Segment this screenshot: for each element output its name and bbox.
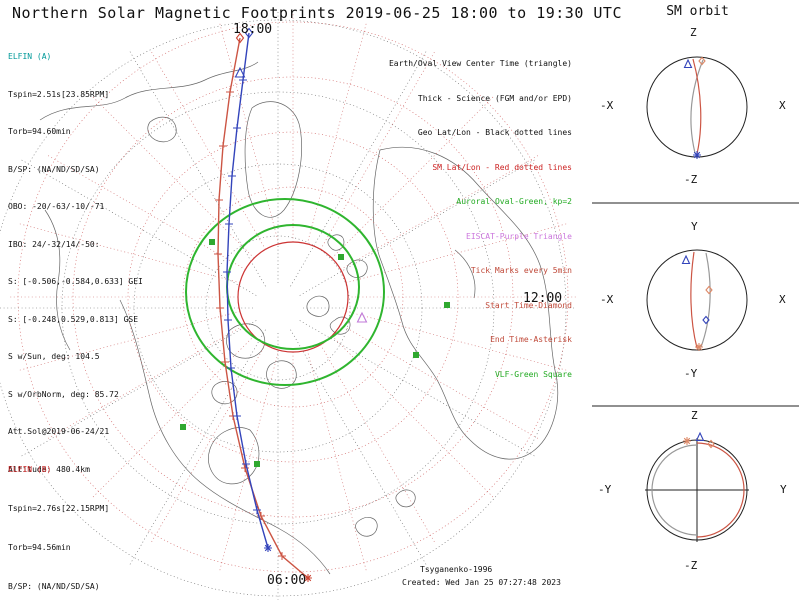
orbit1-asterisk <box>693 151 701 159</box>
elfin-b-start-diamond <box>235 32 245 44</box>
mlt-label-18: 18:00 <box>233 22 273 37</box>
legend-line: Tick Marks every 5min <box>470 266 572 275</box>
mlt-label-12: 12:00 <box>523 291 563 306</box>
elfin-b-info-block: ELFIN (B) Tspin=2.76s[22.15RPM] Torb=94.… <box>8 437 138 600</box>
elfin-a-line: Tspin=2.51s[23.85RPM] <box>8 89 110 99</box>
elfin-a-line: Att.Sol@2019-06-24/21 <box>8 427 110 436</box>
legend-line: Thick - Science (FGM and/or EPD) <box>417 93 572 103</box>
legend-line: Start Time-Diamond <box>485 300 572 310</box>
orbit3-diamond <box>707 439 715 449</box>
elfin-a-footprint-track <box>223 27 272 552</box>
orbit3-z-label: Z <box>691 409 698 422</box>
elfin-a-end-asterisk <box>264 544 272 552</box>
orbit1-diamond <box>698 56 706 66</box>
elfin-a-start-diamond <box>244 27 254 39</box>
legend-line: SM Lat/Lon - Red dotted lines <box>432 162 572 172</box>
plot-legend: Earth/Oval View Center Time (triangle) T… <box>372 35 572 403</box>
view-center-triangle <box>234 66 246 78</box>
orbit3-triangle <box>695 431 705 442</box>
elfin-a-line: S: [-0.248,0.529,0.813] GSE <box>8 314 139 324</box>
orbit1-triangle <box>683 58 693 69</box>
elfin-b-footprint-track <box>214 32 312 582</box>
orbit2-triangle <box>681 254 691 265</box>
orbit1-negz-label: -Z <box>684 173 698 186</box>
elfin-a-line: Altitude: 480.4km <box>8 464 90 474</box>
elfin-a-line: B/SP: (NA/ND/SD/SA) <box>8 164 100 174</box>
orbit2-diamond <box>702 315 710 325</box>
elfin-b-end-asterisk <box>304 574 312 582</box>
elfin-b-line: B/SP: (NA/ND/SD/SA) <box>8 582 100 591</box>
legend-line: VLF-Green Square <box>494 369 572 379</box>
orbit1-negx-label: -X <box>600 99 614 112</box>
elfin-a-line: Torb=94.60min <box>8 127 71 136</box>
elfin-a-line: S w/Sun, deg: 104.5 <box>8 352 100 361</box>
orbit2-asterisk <box>695 343 703 351</box>
orbit2-x-label: X <box>779 293 786 306</box>
elfin-a-line: IBO: 24/-32/14/-50: <box>8 239 100 249</box>
orbit2-diamond-start <box>705 285 713 295</box>
legend-line: Auroral Oval-Green, kp=2 <box>456 197 572 206</box>
elfin-b-line: Tspin=2.76s[22.15RPM] <box>8 504 110 513</box>
legend-line: Geo Lat/Lon - Black dotted lines <box>417 128 572 137</box>
page-title: Northern Solar Magnetic Footprints 2019-… <box>12 4 622 22</box>
orbit3-negy-label: -Y <box>598 483 612 496</box>
elfin-a-line: S: [-0.506,-0.584,0.633] GEI <box>8 277 143 286</box>
created-timestamp: Created: Wed Jan 25 07:27:48 2023 <box>402 578 561 587</box>
auroral-oval <box>185 198 385 386</box>
elfin-b-header: ELFIN (B) <box>8 465 52 474</box>
legend-line: End Time-Asterisk <box>490 335 572 344</box>
elfin-a-line: OBO: -20/-63/-10/-71 <box>8 202 105 211</box>
orbit2-negy-label: -Y <box>684 367 698 380</box>
orbit1-z-label: Z <box>690 26 697 39</box>
orbit3-negz-label: -Z <box>684 559 698 572</box>
mlt-label-06: 06:00 <box>267 573 307 588</box>
orbit3-y-label: Y <box>780 483 787 496</box>
panel-dividers <box>592 202 799 407</box>
sm-orbit-plot-xz <box>646 56 748 159</box>
orbit3-asterisk <box>683 437 691 445</box>
elfin-a-line: S w/OrbNorm, deg: 85.72 <box>8 389 119 399</box>
elfin-a-info-block: ELFIN (A) Tspin=2.51s[23.85RPM] Torb=94.… <box>8 26 143 501</box>
elfin-a-header: ELFIN (A) <box>8 52 52 61</box>
legend-line: EISCAT-Purple Triangle <box>466 231 572 241</box>
legend-line: Earth/Oval View Center Time (triangle) <box>388 59 572 68</box>
sm-orbit-plot-yz <box>645 431 749 542</box>
elfin-b-line: Torb=94.56min <box>8 543 71 552</box>
sm-orbit-title: SM orbit <box>666 4 729 19</box>
orbit2-negx-label: -X <box>600 293 614 306</box>
model-credit: Tsyganenko-1996 <box>420 565 493 574</box>
sm-orbit-plot-xy <box>646 249 748 351</box>
orbit1-x-label: X <box>779 99 786 112</box>
eiscat-triangle <box>356 311 368 323</box>
orbit2-y-label: Y <box>691 220 698 233</box>
